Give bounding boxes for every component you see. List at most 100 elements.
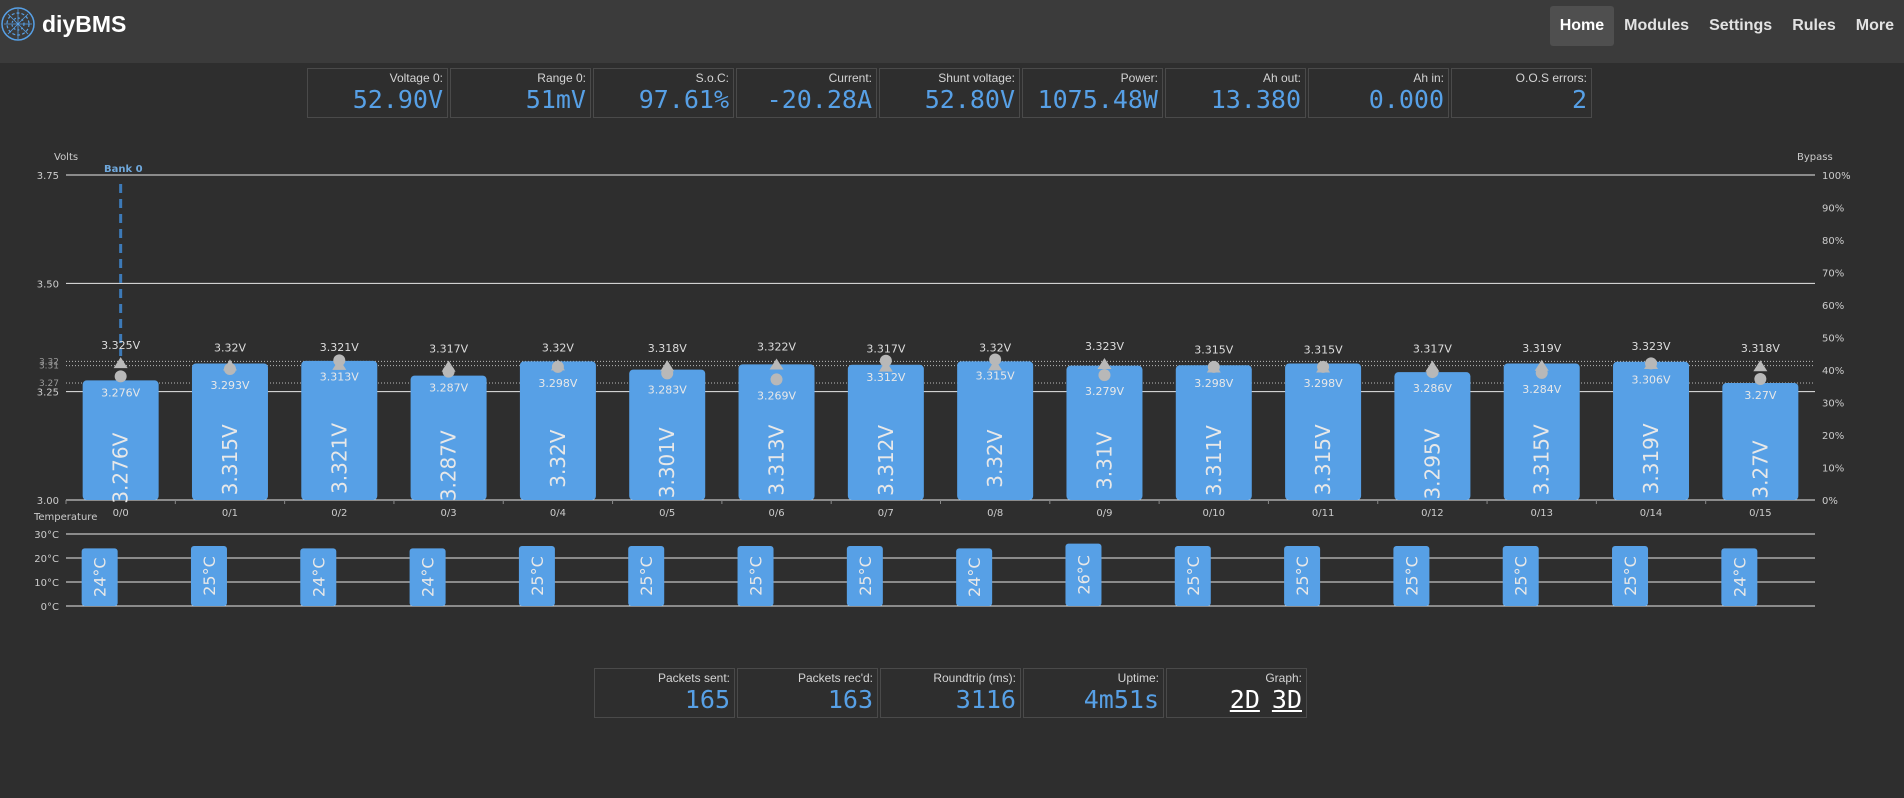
voltage-bar-label: 3.321V xyxy=(327,423,351,494)
temperature-bar xyxy=(1284,546,1321,606)
bypass-tick-label: 100% xyxy=(1822,171,1851,182)
max-voltage-marker xyxy=(441,360,456,372)
bottom-stats: Packets sent: 165 Packets rec'd: 163 Round… xyxy=(594,668,1309,718)
min-voltage-marker xyxy=(1535,366,1548,379)
max-voltage-label: 3.325V xyxy=(101,339,140,352)
nav-more[interactable]: More xyxy=(1855,17,1894,34)
cell-category-label: 0/0 xyxy=(113,508,129,519)
graph-selector: Graph: 2D 3D xyxy=(1166,668,1307,718)
stat-value: 52.90V xyxy=(352,85,443,114)
stat-value: 2 xyxy=(1571,85,1587,114)
max-voltage-label: 3.317V xyxy=(866,343,905,356)
bypass-tick-label: 90% xyxy=(1822,204,1844,215)
stat-uptime: Uptime: 4m51s xyxy=(1023,668,1164,718)
min-voltage-label: 3.298V xyxy=(1194,377,1233,390)
temperature-tick-label: 10°C xyxy=(34,578,59,589)
max-voltage-label: 3.317V xyxy=(1413,343,1452,356)
voltage-bar-label: 3.301V xyxy=(655,427,679,498)
temperature-bar xyxy=(628,546,665,606)
temperature-bar-label: 24°C xyxy=(1730,557,1749,597)
stat-value: 1075.48W xyxy=(1037,85,1158,114)
voltage-bar xyxy=(1285,363,1362,500)
stat-value: 97.61% xyxy=(638,85,729,114)
voltage-bar-label: 3.27V xyxy=(1748,440,1772,499)
voltage-bar xyxy=(957,361,1034,500)
min-voltage-marker xyxy=(442,365,455,378)
min-voltage-label: 3.306V xyxy=(1632,373,1671,386)
cell-category-label: 0/14 xyxy=(1640,508,1662,519)
stat-label: Shunt voltage: xyxy=(938,71,1015,85)
voltage-bar xyxy=(629,369,706,500)
max-voltage-marker xyxy=(222,359,237,371)
temperature-bar xyxy=(81,548,118,606)
bypass-tick-label: 60% xyxy=(1822,301,1844,312)
min-voltage-marker xyxy=(1317,360,1330,373)
stat-ah-out: Ah out: 13.380 xyxy=(1165,68,1306,118)
max-voltage-label: 3.315V xyxy=(1304,344,1343,357)
temperature-bar-label: 24°C xyxy=(965,557,984,597)
voltage-bar-label: 3.32V xyxy=(983,429,1007,488)
voltage-bar xyxy=(738,364,815,500)
graph-2d-link[interactable]: 2D xyxy=(1229,685,1260,714)
voltage-bar-label: 3.287V xyxy=(437,430,461,501)
cell-category-label: 0/2 xyxy=(331,508,347,519)
stat-label: Range 0: xyxy=(537,71,586,85)
stat-range: Range 0: 51mV xyxy=(450,68,591,118)
voltage-bar xyxy=(191,363,268,500)
voltage-bar-label: 3.313V xyxy=(765,424,789,495)
max-voltage-marker xyxy=(1534,359,1549,371)
nav-home[interactable]: Home xyxy=(1549,6,1615,46)
temperature-bar xyxy=(300,548,337,606)
brand[interactable]: diyBMS xyxy=(0,4,126,44)
min-voltage-label: 3.269V xyxy=(757,389,796,402)
min-voltage-label: 3.279V xyxy=(1085,385,1124,398)
temperature-bar xyxy=(956,548,993,606)
stat-packets-sent: Packets sent: 165 xyxy=(594,668,735,718)
nav-modules[interactable]: Modules xyxy=(1624,17,1690,34)
temperature-bar-label: 25°C xyxy=(856,556,875,596)
max-voltage-label: 3.32V xyxy=(214,341,246,354)
max-voltage-marker xyxy=(1753,360,1768,372)
voltage-tick-label: 3.75 xyxy=(37,171,59,182)
voltage-tick-label: 3.00 xyxy=(37,496,59,507)
stat-ah-in: Ah in: 0.000 xyxy=(1308,68,1449,118)
min-voltage-label: 3.284V xyxy=(1522,383,1561,396)
max-voltage-marker xyxy=(1097,358,1112,370)
volts-axis-title: Volts xyxy=(54,152,78,163)
bypass-tick-label: 0% xyxy=(1822,496,1838,507)
temperature-bar-label: 25°C xyxy=(1293,556,1312,596)
cell-category-label: 0/9 xyxy=(1096,508,1112,519)
voltage-bar xyxy=(410,375,487,500)
voltage-minor-tick-label: 3.32 xyxy=(39,357,59,367)
nav-menu: Home Modules Settings Rules More xyxy=(1549,6,1904,46)
bypass-tick-label: 10% xyxy=(1822,464,1844,475)
min-voltage-marker xyxy=(114,370,127,383)
voltage-tick-label: 3.50 xyxy=(37,279,59,290)
max-voltage-marker xyxy=(878,360,893,372)
stat-label: Ah out: xyxy=(1262,71,1301,85)
voltage-bar-label: 3.315V xyxy=(1311,424,1335,495)
nav-rules[interactable]: Rules xyxy=(1792,17,1836,34)
graph-3d-link[interactable]: 3D xyxy=(1271,685,1302,714)
stat-soc: S.o.C: 97.61% xyxy=(593,68,734,118)
stat-oos-errors: O.O.S errors: 2 xyxy=(1451,68,1592,118)
cell-category-label: 0/7 xyxy=(878,508,894,519)
min-voltage-label: 3.276V xyxy=(101,386,140,399)
max-voltage-marker xyxy=(1206,361,1221,373)
min-voltage-label: 3.293V xyxy=(210,379,249,392)
stat-label: Ah in: xyxy=(1413,71,1444,85)
cell-category-label: 0/13 xyxy=(1530,508,1552,519)
temperature-bar xyxy=(846,546,883,606)
min-voltage-marker xyxy=(770,373,783,386)
bank-label: Bank 0 xyxy=(104,164,143,175)
stat-label: Voltage 0: xyxy=(389,71,443,85)
min-voltage-label: 3.298V xyxy=(538,377,577,390)
stat-packets-received: Packets rec'd: 163 xyxy=(737,668,878,718)
max-voltage-label: 3.32V xyxy=(979,341,1011,354)
nav-settings[interactable]: Settings xyxy=(1709,17,1773,34)
stat-roundtrip: Roundtrip (ms): 3116 xyxy=(880,668,1021,718)
max-voltage-marker xyxy=(550,359,565,371)
stat-value: 0.000 xyxy=(1368,85,1444,114)
temperature-bar-label: 25°C xyxy=(747,556,766,596)
temperature-bar xyxy=(1065,543,1102,606)
